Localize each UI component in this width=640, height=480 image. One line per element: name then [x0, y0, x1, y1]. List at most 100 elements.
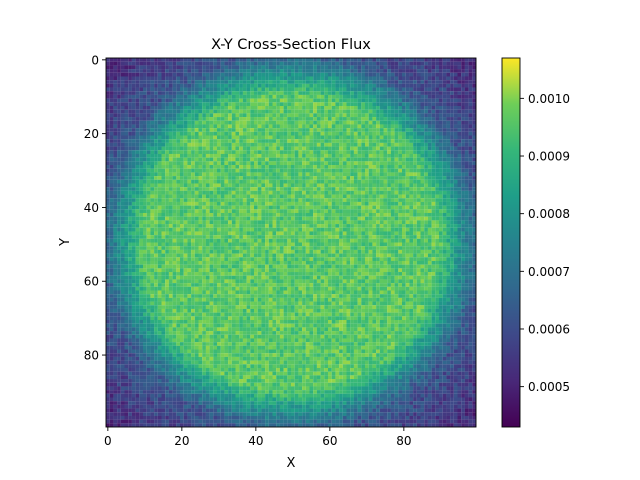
heatmap-cell: [124, 168, 129, 173]
heatmap-cell: [268, 98, 273, 103]
heatmap-cell: [257, 209, 262, 214]
heatmap-cell: [302, 142, 306, 147]
heatmap-cell: [316, 135, 321, 140]
heatmap-cell: [268, 128, 273, 132]
heatmap-cell: [316, 102, 321, 107]
heatmap-cell: [394, 198, 399, 202]
heatmap-cell: [202, 146, 206, 151]
heatmap-cell: [383, 205, 388, 210]
heatmap-cell: [431, 157, 436, 162]
heatmap-cell: [372, 209, 377, 214]
heatmap-cell: [368, 194, 373, 199]
heatmap-cell: [361, 168, 366, 173]
heatmap-cell: [143, 69, 147, 73]
heatmap-cell: [183, 150, 188, 154]
heatmap-cell: [161, 102, 166, 107]
heatmap-cell: [305, 201, 310, 206]
heatmap-cell: [246, 87, 251, 92]
heatmap-cell: [235, 153, 240, 158]
heatmap-cell: [365, 216, 369, 221]
heatmap-cell: [331, 113, 336, 118]
heatmap-cell: [139, 238, 144, 243]
heatmap-cell: [342, 198, 347, 202]
heatmap-cell: [272, 227, 277, 232]
heatmap-cell: [131, 153, 136, 158]
heatmap-cell: [239, 72, 243, 77]
heatmap-cell: [250, 102, 255, 107]
heatmap-cell: [331, 231, 336, 236]
heatmap-cell: [294, 87, 299, 92]
heatmap-cell: [342, 120, 347, 125]
heatmap-cell: [368, 183, 373, 188]
heatmap-cell: [172, 179, 177, 184]
heatmap-cell: [187, 238, 192, 243]
heatmap-cell: [472, 94, 477, 99]
heatmap-cell: [457, 187, 462, 191]
heatmap-cell: [427, 117, 432, 121]
heatmap-cell: [176, 80, 181, 84]
heatmap-cell: [453, 120, 458, 125]
heatmap-cell: [279, 76, 284, 81]
heatmap-cell: [213, 157, 218, 162]
heatmap-cell: [224, 120, 229, 125]
heatmap-cell: [446, 124, 451, 129]
heatmap-cell: [431, 209, 436, 214]
heatmap-cell: [113, 179, 118, 184]
heatmap-cell: [446, 135, 451, 140]
heatmap-cell: [335, 235, 340, 239]
heatmap-cell: [379, 238, 384, 243]
heatmap-cell: [242, 109, 247, 114]
heatmap-cell: [135, 135, 140, 140]
heatmap-cell: [339, 124, 343, 129]
heatmap-cell: [442, 91, 447, 95]
heatmap-cell: [254, 220, 258, 225]
heatmap-cell: [472, 91, 477, 95]
heatmap-cell: [324, 65, 329, 70]
heatmap-cell: [168, 105, 173, 110]
heatmap-cell: [461, 142, 465, 147]
heatmap-cell: [176, 94, 181, 99]
heatmap-cell: [272, 179, 277, 184]
heatmap-cell: [420, 216, 425, 221]
heatmap-cell: [409, 120, 414, 125]
heatmap-cell: [172, 102, 177, 107]
heatmap-cell: [287, 139, 292, 143]
heatmap-cell: [235, 220, 240, 225]
heatmap-cell: [265, 94, 269, 99]
heatmap-cell: [390, 150, 395, 154]
heatmap-cell: [168, 201, 173, 206]
heatmap-cell: [228, 187, 232, 191]
heatmap-cell: [427, 209, 432, 214]
heatmap-cell: [109, 194, 114, 199]
heatmap-cell: [276, 150, 280, 154]
heatmap-cell: [294, 139, 299, 143]
heatmap-cell: [383, 113, 388, 118]
heatmap-cell: [191, 183, 195, 188]
heatmap-cell: [387, 139, 391, 143]
heatmap-cell: [305, 187, 310, 191]
heatmap-cell: [435, 146, 440, 151]
heatmap-cell: [461, 105, 465, 110]
heatmap-cell: [183, 172, 188, 177]
heatmap-cell: [394, 113, 399, 118]
heatmap-cell: [198, 231, 203, 236]
heatmap-cell: [191, 224, 195, 228]
heatmap-cell: [298, 220, 303, 225]
heatmap-cell: [161, 205, 166, 210]
heatmap-cell: [283, 198, 288, 202]
heatmap-cell: [291, 146, 295, 151]
heatmap-cell: [409, 105, 414, 110]
heatmap-cell: [217, 146, 221, 151]
heatmap-cell: [383, 165, 388, 169]
heatmap-cell: [279, 80, 284, 84]
heatmap-cell: [302, 238, 306, 243]
heatmap-cell: [257, 205, 262, 210]
heatmap-cell: [365, 124, 369, 129]
heatmap-cell: [372, 91, 377, 95]
heatmap-cell: [457, 76, 462, 81]
heatmap-cell: [342, 227, 347, 232]
heatmap-cell: [187, 179, 192, 184]
heatmap-cell: [176, 172, 181, 177]
heatmap-cell: [106, 80, 110, 84]
heatmap-cell: [187, 124, 192, 129]
